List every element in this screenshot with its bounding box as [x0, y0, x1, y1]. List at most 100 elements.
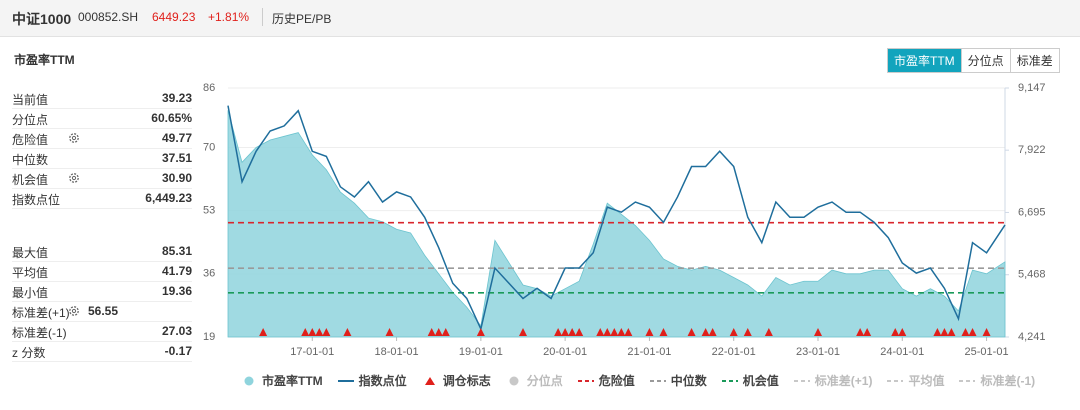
area — [227, 110, 1006, 338]
y2-tick-label: 6,695 — [1018, 206, 1046, 218]
rebalance-marker — [982, 328, 991, 336]
legend-label: 标准差(+1) — [814, 374, 873, 388]
rebalance-marker — [596, 328, 605, 336]
rebalance-marker — [603, 328, 612, 336]
legend-item[interactable]: 分位点 — [505, 372, 563, 389]
stat-label: 中位数 — [12, 153, 49, 167]
legend-icon — [424, 376, 435, 385]
rebalance-marker — [645, 328, 654, 336]
stat-value: 37.51 — [161, 151, 192, 165]
rebalance-marker — [617, 328, 626, 336]
legend-icon — [649, 379, 666, 382]
y2-tick-label: 9,147 — [1018, 82, 1046, 94]
stat-row: 分位点 60.65% — [12, 109, 192, 129]
legend-label: 指数点位 — [358, 374, 407, 388]
change: +1.81% — [208, 10, 250, 24]
legend-label: 中位数 — [670, 374, 707, 388]
rebalance-marker — [659, 328, 668, 336]
rebalance-marker — [624, 328, 633, 336]
chart: 19 36 53 70 86 4,241 5,468 6,695 7,922 9,147 17-01… — [203, 82, 1046, 358]
legend-item[interactable]: 标准差(+1) — [793, 372, 873, 389]
rebalance-marker — [743, 328, 752, 336]
stat-row: 标准差(+1) 56.55 — [12, 302, 192, 322]
rebalance-marker — [687, 328, 696, 336]
settings-icon[interactable] — [68, 132, 80, 144]
y-tick-label: 19 — [203, 331, 215, 343]
rebalance-marker — [476, 328, 485, 336]
tab[interactable]: 市盈率TTM — [888, 49, 961, 72]
rebalance-marker — [764, 328, 773, 336]
legend-item[interactable]: 调仓标志 — [421, 372, 491, 389]
legend-item[interactable]: 机会值 — [721, 372, 779, 389]
tab[interactable]: 标准差 — [1009, 49, 1059, 72]
stat-label: 当前值 — [12, 93, 49, 107]
stat-value: 19.36 — [161, 284, 192, 298]
rebalance-marker — [308, 328, 317, 336]
legend-icon — [959, 379, 976, 382]
y-tick-label: 70 — [203, 141, 215, 153]
rebalance-marker — [434, 328, 443, 336]
y-tick-label: 36 — [203, 268, 215, 280]
y2-tick-label: 4,241 — [1018, 331, 1046, 343]
rebalance-marker — [343, 328, 352, 336]
rebalance-marker — [554, 328, 563, 336]
stat-row: 最大值 85.31 — [12, 242, 192, 262]
legend-item[interactable]: 标准差(-1) — [958, 372, 1035, 389]
rebalance-marker — [561, 328, 570, 336]
stat-row: 最小值 19.36 — [12, 282, 192, 302]
stat-value: 56.55 — [88, 304, 119, 318]
stat-value: 30.90 — [161, 171, 192, 185]
stat-label: 标准差(+1) — [12, 306, 70, 320]
stat-label: z 分数 — [12, 346, 46, 360]
rebalance-marker — [441, 328, 450, 336]
stat-row: z 分数 -0.17 — [12, 342, 192, 362]
y-tick-label: 86 — [203, 82, 215, 94]
legend-label: 市盈率TTM — [262, 374, 323, 388]
rebalance-marker — [961, 328, 970, 336]
rebalance-marker — [518, 328, 527, 336]
stat-row: 标准差(-1) 27.03 — [12, 322, 192, 342]
legend-item[interactable]: 危险值 — [577, 372, 635, 389]
index-line — [227, 105, 1006, 332]
x-tick-label: 25-01-01 — [965, 346, 1009, 358]
settings-icon[interactable] — [68, 305, 80, 317]
legend-label: 调仓标志 — [442, 374, 491, 388]
stat-value: 27.03 — [161, 324, 192, 338]
divider — [262, 8, 263, 26]
rebalance-marker — [568, 328, 577, 336]
settings-icon[interactable] — [68, 172, 80, 184]
rebalance-marker — [940, 328, 949, 336]
stat-value: 6,449.23 — [145, 191, 192, 205]
rebalance-marker — [898, 328, 907, 336]
x-tick-label: 18-01-01 — [375, 346, 419, 358]
y2-tick-label: 7,922 — [1018, 144, 1046, 156]
stat-row: 当前值 39.23 — [12, 89, 192, 109]
stat-value: 39.23 — [161, 91, 192, 105]
rebalance-marker — [729, 328, 738, 336]
tabs: 市盈率TTM 分位点 标准差 — [887, 48, 1060, 73]
legend-item[interactable]: 市盈率TTM — [240, 372, 323, 389]
page-tab[interactable]: 历史PE/PB — [272, 12, 332, 26]
x-tick-label: 23-01-01 — [796, 346, 840, 358]
stat-row: 危险值 49.77 — [12, 129, 192, 149]
tab[interactable]: 分位点 — [960, 49, 1010, 72]
stat-label: 分位点 — [12, 113, 49, 127]
legend-label: 标准差(-1) — [980, 374, 1036, 388]
panel-title: 市盈率TTM — [14, 53, 75, 67]
rebalance-marker — [947, 328, 956, 336]
legend-item[interactable]: 平均值 — [886, 372, 944, 389]
legend-item[interactable]: 指数点位 — [337, 372, 407, 389]
legend-item[interactable]: 中位数 — [649, 372, 707, 389]
legend-label: 危险值 — [598, 374, 635, 388]
legend-label: 分位点 — [526, 374, 563, 388]
stat-label: 指数点位 — [12, 193, 61, 207]
legend-icon — [577, 379, 594, 382]
x-tick-label: 22-01-01 — [712, 346, 756, 358]
stat-label: 机会值 — [12, 173, 49, 187]
rebalance-marker — [708, 328, 717, 336]
rebalance-marker — [610, 328, 619, 336]
rebalance-marker — [427, 328, 436, 336]
stat-label: 危险值 — [12, 133, 49, 147]
rebalance-marker — [575, 328, 584, 336]
stat-row: 指数点位 6,449.23 — [12, 189, 192, 209]
